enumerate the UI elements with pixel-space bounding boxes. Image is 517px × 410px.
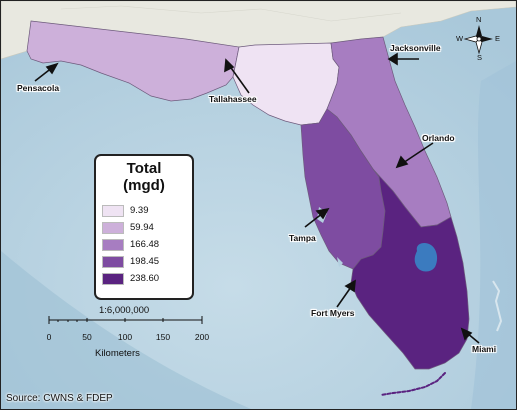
legend-label: 9.39: [130, 205, 149, 216]
city-label-jacksonville: Jacksonville: [390, 43, 441, 53]
city-label-tallahassee: Tallahassee: [209, 94, 257, 104]
deep-water-atlantic: [471, 61, 516, 409]
scale-tick-label: 50: [82, 332, 92, 342]
scale-tick-label: 200: [194, 332, 210, 342]
scale-ratio: 1:6,000,000: [99, 305, 150, 316]
scale-unit: Kilometers: [95, 348, 140, 359]
legend-title: Total (mgd): [96, 160, 192, 194]
city-label-pensacola: Pensacola: [17, 83, 60, 93]
legend-swatch: [102, 205, 124, 217]
compass-w: W: [456, 34, 464, 43]
legend-title-line1: Total: [126, 160, 162, 177]
legend-title-line2: (mgd): [123, 177, 165, 194]
city-arrows: [34, 52, 480, 344]
legend-item: 166.48: [102, 239, 190, 253]
legend: Total (mgd) 9.39 59.94 166.48 198.45 238…: [94, 154, 194, 300]
compass-e: E: [495, 34, 501, 43]
deep-water-gulf: [1, 251, 251, 409]
legend-swatch: [102, 222, 124, 234]
legend-item: 198.45: [102, 256, 190, 270]
legend-item: 59.94: [102, 222, 190, 236]
legend-item: 238.60: [102, 273, 190, 287]
source-credit: Source: CWNS & FDEP: [6, 393, 113, 404]
charlotte-harbor: [337, 257, 343, 267]
legend-swatch: [102, 273, 124, 285]
scale-tick-label: 150: [155, 332, 171, 342]
legend-swatch: [102, 239, 124, 251]
scale-tick-label: 0: [46, 332, 52, 342]
north-arrow-icon: [463, 25, 493, 55]
legend-label: 238.60: [130, 273, 160, 284]
legend-swatch: [102, 256, 124, 268]
city-label-fort-myers: Fort Myers: [311, 308, 355, 318]
compass-n: N: [476, 15, 482, 24]
legend-label: 166.48: [130, 239, 160, 250]
mainland-texture: [60, 5, 402, 22]
scale-tick-label: 100: [117, 332, 133, 342]
city-label-tampa: Tampa: [289, 233, 316, 243]
florida-keys: [380, 372, 446, 396]
bahamas: [492, 280, 503, 332]
legend-label: 198.45: [130, 256, 160, 267]
scale-bar: [48, 316, 203, 324]
lake-okeechobee: [414, 243, 438, 272]
compass-s: S: [477, 53, 483, 62]
legend-label: 59.94: [130, 222, 154, 233]
district-south: [350, 168, 470, 370]
legend-item: 9.39: [102, 205, 190, 219]
city-label-orlando: Orlando: [422, 133, 455, 143]
city-label-miami: Miami: [472, 344, 497, 354]
